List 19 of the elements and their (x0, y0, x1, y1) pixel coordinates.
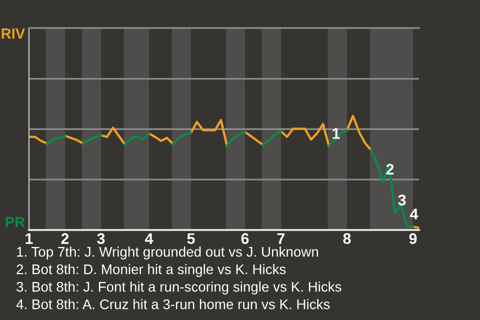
x-tick-label: 6 (241, 233, 249, 244)
text: 1. Top 7th: J. Wright grounded out vs J. Unknown (17, 246, 318, 260)
x-tick-label: 8 (343, 233, 351, 244)
text: RIV (2, 28, 25, 39)
x-tick-label: 3 (97, 233, 105, 244)
x-tick-label: 5 (187, 233, 195, 244)
text: 2. Bot 8th: D. Monier hit a single vs K. Hicks (16, 264, 286, 277)
x-tick-label: 9 (409, 233, 417, 244)
x-tick-label: 2 (61, 233, 69, 244)
x-tick-label: 4 (144, 233, 154, 244)
annotation: 2 (386, 164, 394, 175)
x-tick-label: 1 (26, 233, 33, 244)
text: 3. Bot 8th: J. Font hit a run-scoring single vs K. Hicks (16, 282, 342, 294)
text: 4. Bot 8th: A. Cruz hit a 3-run home run vs K. Hicks (16, 299, 330, 310)
text: PR (6, 216, 25, 227)
annotation: 1 (332, 128, 340, 139)
annotation: 3 (398, 194, 406, 206)
x-tick-label: 7 (277, 233, 285, 244)
annotation: 4 (410, 208, 418, 220)
